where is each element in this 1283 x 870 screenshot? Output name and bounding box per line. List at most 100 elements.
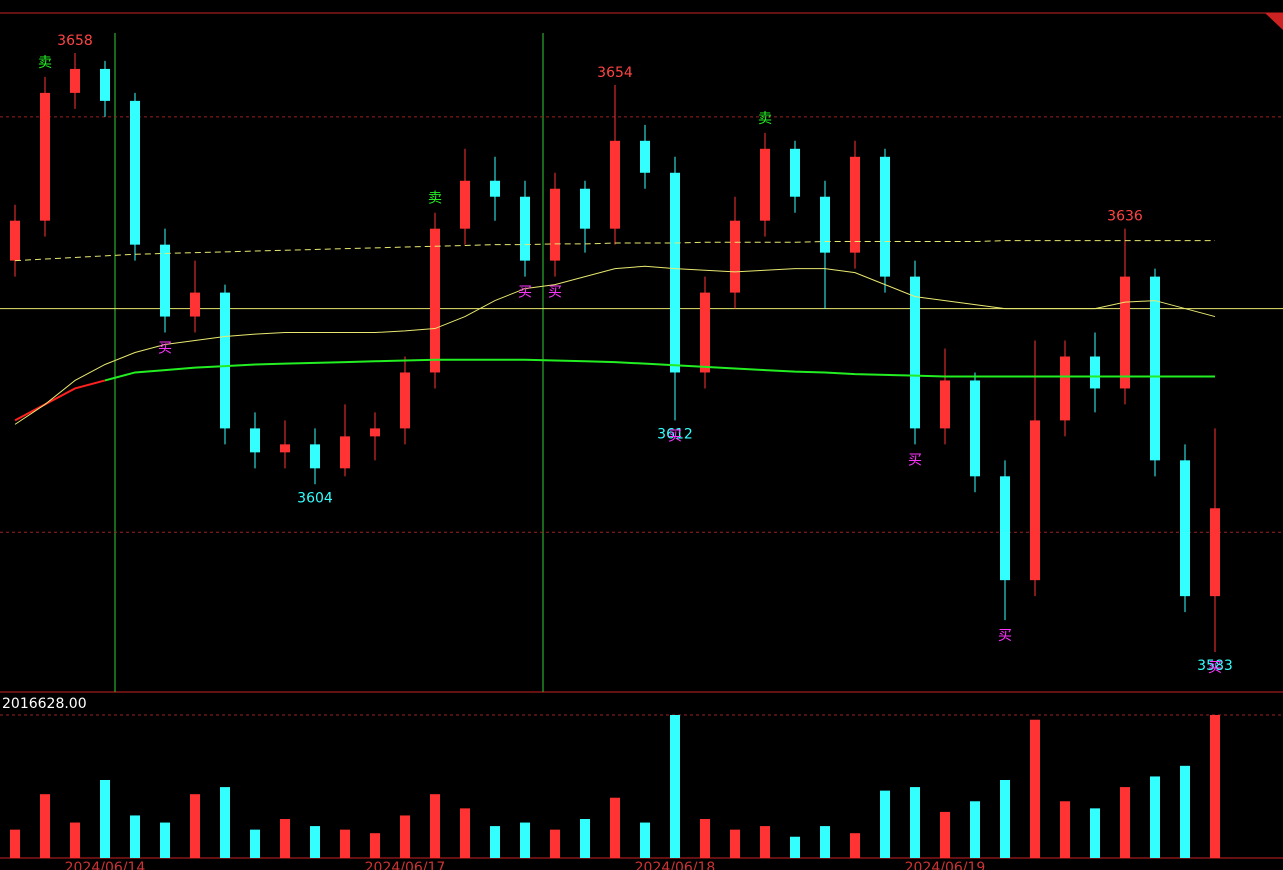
volume-bar (1090, 808, 1100, 858)
volume-bar (880, 790, 890, 858)
corner-marker (1265, 13, 1283, 30)
volume-tick-label: 2016628.00 (2, 696, 87, 712)
volume-bar (400, 815, 410, 858)
volume-bar (1150, 776, 1160, 858)
candle-body (400, 372, 410, 429)
candle-body (550, 188, 560, 261)
x-date-label: 2024/06/18 (635, 860, 716, 870)
volume-bar (820, 826, 830, 858)
candle-body (640, 140, 650, 173)
candle-body (1210, 508, 1220, 597)
candle-body (70, 68, 80, 93)
candle-body (880, 156, 890, 277)
moving-average (104, 358, 1215, 382)
candle-body (310, 444, 320, 469)
candle-body (160, 244, 170, 317)
candle-body (1030, 420, 1040, 581)
candle-body (280, 444, 290, 453)
signal-marker: 卖 (38, 55, 52, 71)
candle-body (130, 100, 140, 245)
volume-bar (220, 787, 230, 858)
extreme-label: 3604 (297, 490, 333, 506)
volume-bar (40, 794, 50, 858)
volume-bar (970, 801, 980, 858)
candle-body (760, 148, 770, 221)
candle-body (1150, 276, 1160, 461)
volume-bar (1120, 787, 1130, 858)
volume-bar (370, 833, 380, 858)
signal-marker: 买 (518, 285, 532, 301)
volume-bar (10, 829, 20, 858)
candle-body (580, 188, 590, 229)
candle-body (40, 92, 50, 221)
signal-marker: 卖 (428, 191, 442, 207)
candle-body (1090, 356, 1100, 389)
volume-bar (130, 815, 140, 858)
candle-body (100, 68, 110, 101)
signal-marker: 买 (1208, 660, 1222, 676)
signal-marker: 买 (548, 285, 562, 301)
moving-average (14, 379, 106, 422)
volume-bar (280, 818, 290, 858)
volume-bar (610, 797, 620, 858)
signal-marker: 买 (158, 341, 172, 357)
candle-body (490, 180, 500, 197)
candle-body (340, 436, 350, 469)
volume-bar (760, 826, 770, 858)
candle-body (670, 172, 680, 373)
volume-bar (430, 794, 440, 858)
x-date-label: 2024/06/17 (365, 860, 446, 870)
candle-body (10, 220, 20, 261)
signal-marker: 卖 (758, 111, 772, 127)
volume-bar (1210, 715, 1220, 858)
candle-body (700, 292, 710, 373)
candle-body (370, 428, 380, 437)
candle-body (970, 380, 980, 477)
candle-body (850, 156, 860, 253)
volume-bar (700, 818, 710, 858)
volume-bar (160, 822, 170, 858)
volume-bar (70, 822, 80, 858)
candle-body (730, 220, 740, 293)
volume-bar (100, 779, 110, 858)
candle-body (520, 196, 530, 261)
volume-bar (490, 826, 500, 858)
volume-bar (460, 808, 470, 858)
volume-bar (670, 715, 680, 858)
extreme-label: 3636 (1107, 209, 1143, 225)
volume-bar (190, 794, 200, 858)
candle-body (430, 228, 440, 373)
volume-bar (1000, 779, 1010, 858)
volume-bar (340, 829, 350, 858)
x-date-label: 2024/06/14 (65, 860, 146, 870)
moving-average (14, 240, 1215, 262)
volume-bar (1180, 765, 1190, 858)
candle-body (940, 380, 950, 429)
candle-body (910, 276, 920, 429)
moving-average (14, 265, 1216, 425)
signal-marker: 买 (998, 628, 1012, 644)
signal-marker: 买 (908, 452, 922, 468)
candle-body (820, 196, 830, 253)
candle-body (1000, 476, 1010, 581)
signal-marker: 买 (668, 428, 682, 444)
volume-bar (730, 829, 740, 858)
extreme-label: 3583 (1197, 658, 1233, 674)
candle-body (790, 148, 800, 197)
candle-body (1120, 276, 1130, 389)
extreme-label: 3654 (597, 65, 633, 81)
volume-bar (790, 836, 800, 858)
volume-bar (1060, 801, 1070, 858)
candle-body (1180, 460, 1190, 597)
volume-bar (310, 826, 320, 858)
extreme-label: 3612 (657, 426, 693, 442)
volume-bar (850, 833, 860, 858)
volume-bar (910, 787, 920, 858)
extreme-label: 3658 (57, 33, 93, 49)
volume-bar (580, 818, 590, 858)
volume-bar (1030, 719, 1040, 858)
volume-bar (550, 829, 560, 858)
